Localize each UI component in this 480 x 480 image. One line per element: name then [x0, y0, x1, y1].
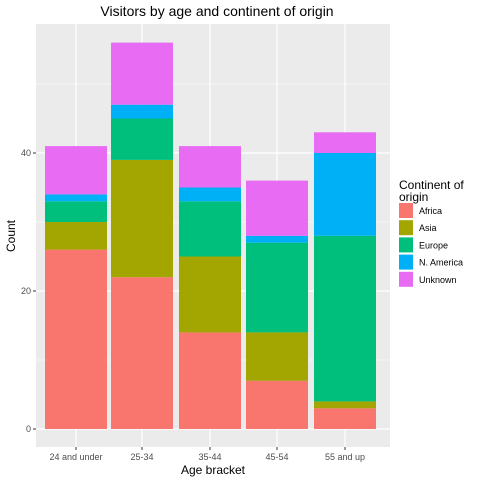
- bar-segment: [179, 146, 241, 188]
- bar-segment: [246, 242, 308, 333]
- bar-segment: [246, 235, 308, 243]
- bar-segment: [45, 194, 107, 202]
- x-tick-label: 25-34: [130, 452, 153, 462]
- bar-segment: [111, 277, 173, 429]
- legend-swatch: [399, 220, 413, 236]
- bar-segment: [179, 256, 241, 333]
- bar-segment: [179, 332, 241, 429]
- chart-title: Visitors by age and continent of origin: [100, 3, 333, 19]
- y-tick-label: 20: [21, 286, 31, 296]
- legend-title: Continent of: [399, 178, 464, 192]
- bar-segment: [314, 132, 376, 153]
- legend-swatch: [399, 254, 413, 270]
- legend-label: Africa: [419, 206, 442, 216]
- legend-swatch: [399, 203, 413, 218]
- bar-segment: [45, 146, 107, 195]
- x-tick-label: 45-54: [265, 452, 288, 462]
- bar-segment: [111, 104, 173, 119]
- y-axis-title: Count: [4, 219, 18, 252]
- legend-label: Europe: [419, 240, 448, 250]
- bar-segment: [246, 180, 308, 236]
- x-tick-label: 24 and under: [49, 452, 102, 462]
- y-tick-label: 40: [21, 148, 31, 158]
- bar-segment: [111, 159, 173, 278]
- x-axis-title: Age bracket: [181, 463, 246, 477]
- x-tick-label: 55 and up: [325, 452, 365, 462]
- bar-segment: [246, 380, 308, 429]
- bar-segment: [45, 249, 107, 429]
- bar-layer: [45, 42, 376, 429]
- bar-segment: [314, 401, 376, 409]
- bar-segment: [111, 118, 173, 160]
- axes: 0 20 40 24 and under 25-34 35-44 45-54 55 and u…: [21, 148, 365, 462]
- legend-label: N. America: [419, 258, 463, 268]
- bar-segment: [111, 42, 173, 105]
- bar-segment: [45, 222, 107, 250]
- x-tick-label: 35-44: [198, 452, 221, 462]
- legend-label: Asia: [419, 223, 437, 233]
- legend-swatch: [399, 271, 413, 287]
- legend-title: origin: [399, 190, 428, 204]
- bar-segment: [314, 235, 376, 402]
- bar-segment: [314, 408, 376, 429]
- y-tick-label: 0: [26, 424, 31, 434]
- bar-segment: [45, 201, 107, 222]
- bar-segment: [179, 201, 241, 257]
- bar-segment: [179, 187, 241, 202]
- bar-segment: [314, 153, 376, 236]
- legend-label: Unknown: [419, 275, 457, 285]
- bar-segment: [246, 332, 308, 381]
- legend-swatch: [399, 237, 413, 253]
